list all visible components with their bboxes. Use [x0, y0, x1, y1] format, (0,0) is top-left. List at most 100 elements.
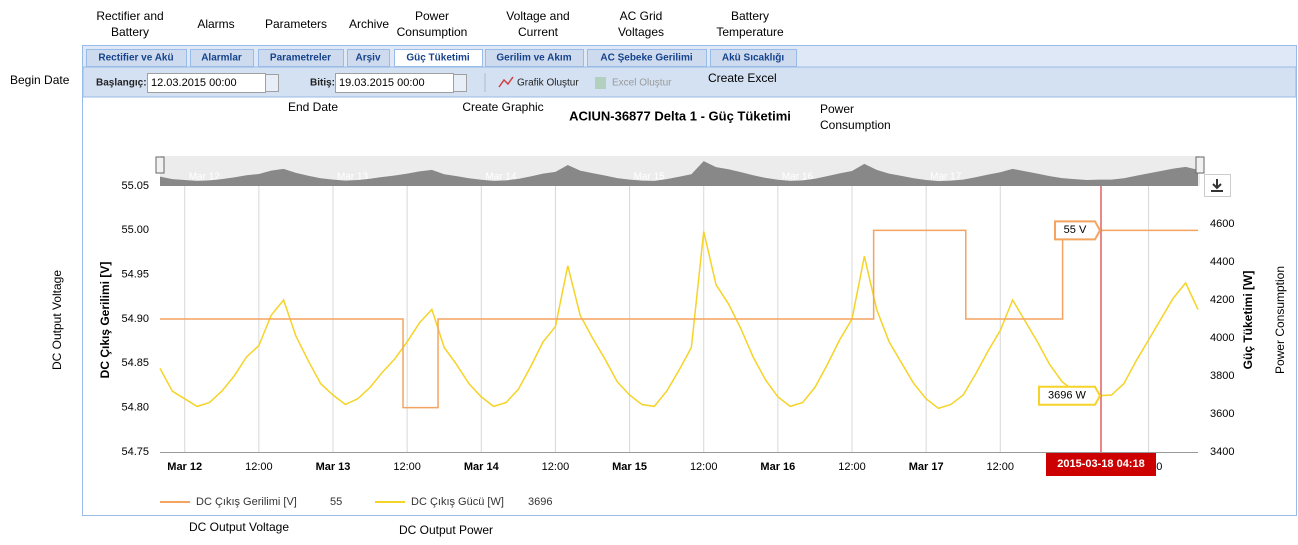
create-excel: Excel Oluştur [612, 78, 672, 89]
tooltip [1038, 385, 1102, 406]
tooltip-label: 3696 W [1048, 390, 1087, 402]
excel-icon [595, 77, 606, 89]
tab[interactable] [710, 49, 797, 67]
annotation: Alarms [197, 17, 235, 31]
legend-value: 55 [330, 496, 342, 508]
end-label: Bitiş: [310, 78, 335, 89]
annotation: Power Consumption [1273, 266, 1287, 374]
y-tick-label: 55.05 [121, 180, 149, 192]
chart-title: ACIUN-36877 Delta 1 - Güç Tüketimi [569, 108, 791, 123]
annotation: Power Consumption [820, 102, 891, 132]
end-calendar[interactable] [453, 74, 467, 92]
annotation: Power Consumption [396, 9, 468, 39]
graphic-icon [498, 76, 514, 88]
create-graphic-button[interactable]: Grafik Oluştur [498, 76, 579, 89]
tab[interactable] [394, 49, 483, 67]
series-line [160, 229, 1198, 409]
begin-label: Başlangıç: [96, 78, 147, 89]
tab-label: AC Şebeke Gerilimi [600, 53, 692, 64]
y-tick-label: 54.85 [121, 357, 149, 369]
x-tick-label: Mar 14 [464, 461, 500, 473]
x-tick-label: Mar 12 [167, 461, 202, 473]
begin-calendar[interactable] [265, 74, 279, 92]
y2-tick-label: 3400 [1210, 446, 1234, 458]
annotation: Voltage and Current [506, 9, 570, 39]
legend-label[interactable]: DC Çıkış Gücü [W] [411, 496, 504, 508]
tooltip-label: 55 V [1064, 224, 1087, 236]
annotation: Parameters [264, 17, 328, 31]
x-tick-label: Mar 13 [316, 461, 351, 473]
tab-label: Alarmlar [201, 53, 242, 64]
y-tick-label: 54.80 [121, 402, 149, 414]
create-graphic: Grafik Oluştur [517, 78, 579, 89]
legend-label[interactable]: DC Çıkış Gerilimi [V] [196, 496, 297, 508]
navigator-label: Mar 16 [782, 172, 814, 183]
tab[interactable] [587, 49, 707, 67]
crosshair-label: 2015-03-18 04:18 [1057, 458, 1144, 470]
crosshair-label-bg [1045, 453, 1156, 476]
x-tick-label: 12:00 [987, 461, 1015, 473]
tab[interactable] [485, 49, 584, 67]
tab-label: Arşiv [355, 53, 380, 64]
y-tick-label: 54.90 [121, 313, 149, 325]
series-line [159, 231, 1199, 410]
x-tick-label: 12:00 [690, 461, 718, 473]
annotation: DC Output Voltage [188, 520, 290, 534]
tab-label: Parametreler [270, 53, 331, 64]
annotation: Archive [348, 17, 390, 31]
tab-label: Akü Sıcaklığı [722, 53, 784, 64]
navigator-label: Mar 12 [189, 172, 221, 183]
create-excel-button[interactable]: Excel Oluştur [595, 77, 672, 89]
navigator-handle[interactable] [1195, 156, 1205, 174]
x-tick-label: 12:00 [838, 461, 866, 473]
begin-value: 12.03.2015 00:00 [151, 77, 237, 89]
annotation: Create Graphic [462, 100, 544, 114]
tab[interactable] [86, 49, 187, 67]
y2-tick-label: 3600 [1210, 408, 1234, 420]
x-tick-label: 12:00 [393, 461, 421, 473]
navigator-handle[interactable] [155, 156, 165, 174]
annotation: End Date [287, 100, 339, 114]
tab[interactable] [258, 49, 344, 67]
y-tick-label: 55.00 [121, 224, 149, 236]
y2-tick-label: 4000 [1210, 332, 1234, 344]
y-tick-label: 54.75 [121, 446, 149, 458]
navigator-label: Mar 15 [634, 172, 666, 183]
navigator-label: Mar 14 [485, 172, 517, 183]
y2-axis-title: Güç Tüketimi [W] [1241, 271, 1255, 370]
tab[interactable] [347, 49, 390, 67]
y2-tick-label: 4200 [1210, 294, 1234, 306]
tab-label: Güç Tüketimi [406, 53, 470, 64]
x-tick-label: 12:00 [245, 461, 273, 473]
navigator-label: Mar 17 [930, 172, 962, 183]
toolbar [82, 66, 1297, 98]
y-axis-title: DC Çıkış Gerilimi [V] [98, 262, 112, 379]
y-tick-label: 54.95 [121, 269, 149, 281]
navigator-label: Mar 13 [337, 172, 369, 183]
x-tick-label: 12:00 [542, 461, 570, 473]
end-value: 19.03.2015 00:00 [339, 77, 425, 89]
tab-label: Rectifier ve Akü [98, 53, 173, 64]
export-icon [1211, 179, 1223, 192]
annotation: AC Grid Voltages [617, 9, 665, 39]
annotation: Rectifier and Battery [96, 9, 164, 39]
tab-label: Gerilim ve Akım [496, 53, 571, 64]
annotation: Battery Temperature [716, 9, 784, 39]
annotation: Create Excel [708, 71, 777, 85]
tab[interactable] [190, 49, 254, 67]
annotation: DC Output Power [398, 523, 494, 537]
tooltip [1054, 220, 1102, 241]
x-tick-label: Mar 15 [612, 461, 647, 473]
y2-tick-label: 4600 [1210, 218, 1234, 230]
legend-value: 3696 [528, 496, 552, 508]
x-tick-label: Mar 17 [909, 461, 944, 473]
x-tick-label: Mar 16 [760, 461, 795, 473]
panel [82, 45, 1297, 516]
y2-tick-label: 4400 [1210, 256, 1234, 268]
annotation: DC Output Voltage [50, 270, 64, 370]
annotation: Begin Date [10, 73, 70, 87]
y2-tick-label: 3800 [1210, 370, 1234, 382]
navigator-area [160, 161, 1198, 186]
